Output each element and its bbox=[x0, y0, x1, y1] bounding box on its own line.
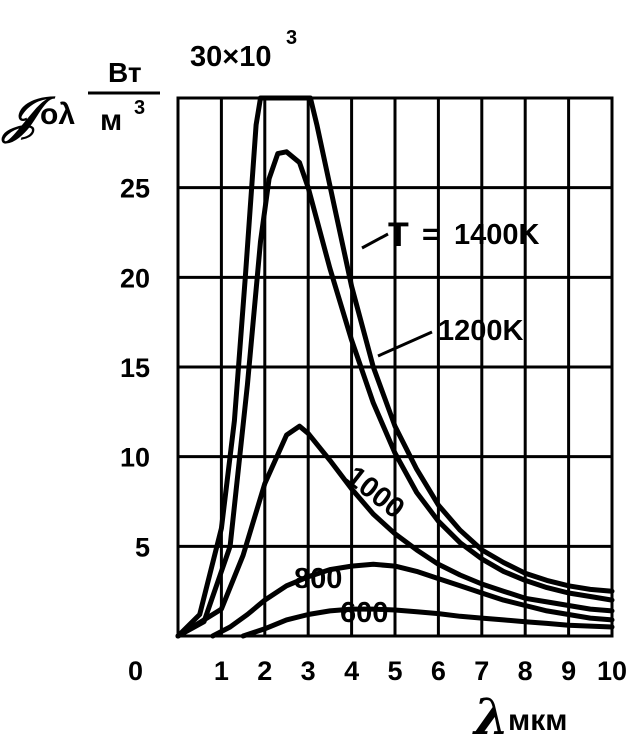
plot-frame bbox=[176, 96, 614, 638]
series-line-1200k bbox=[175, 149, 615, 639]
x-tick-6: 6 bbox=[431, 656, 446, 686]
x-tick-10: 10 bbox=[597, 656, 627, 686]
leader-1200k bbox=[377, 330, 433, 358]
series-line-800 bbox=[210, 561, 615, 639]
series-label-800: 800 bbox=[294, 563, 342, 595]
x-axis-unit: мкм bbox=[508, 704, 567, 737]
multiplier-exponent: 3 bbox=[286, 27, 297, 49]
x-tick-5: 5 bbox=[387, 656, 402, 686]
x-tick-9: 9 bbox=[561, 656, 576, 686]
y-tick-10: 10 bbox=[120, 443, 150, 473]
y-tick-5: 5 bbox=[135, 532, 150, 562]
y-tick-20: 20 bbox=[120, 263, 150, 293]
series-label-1400k: 1400K bbox=[454, 219, 540, 251]
series-label-1200k: 1200K bbox=[438, 315, 524, 347]
series-line-1000 bbox=[175, 423, 615, 639]
series-label-600: 600 bbox=[340, 597, 388, 629]
y-axis-unit-numerator: Вт bbox=[108, 57, 142, 88]
y-axis-unit-denominator: м bbox=[100, 104, 122, 137]
multiplier: 30×10 3 bbox=[190, 27, 297, 73]
x-tick-7: 7 bbox=[474, 656, 489, 686]
x-tick-1: 1 bbox=[214, 656, 229, 686]
x-tick-2: 2 bbox=[257, 656, 272, 686]
series-label-eq-1400k: = bbox=[422, 218, 440, 251]
y-axis-label: 𝒥 oλ Вт м 3 bbox=[1, 57, 160, 144]
y-tick-25: 25 bbox=[120, 174, 150, 204]
x-axis-symbol: λ bbox=[472, 687, 509, 740]
y-tick-15: 15 bbox=[120, 353, 150, 383]
origin-label: 0 bbox=[128, 656, 143, 686]
series-label-prefix-1400k: T bbox=[388, 216, 409, 254]
x-tick-8: 8 bbox=[518, 656, 533, 686]
leader-1400k bbox=[361, 232, 389, 250]
y-axis-unit-exponent: 3 bbox=[134, 97, 145, 119]
x-tick-labels: 1 2 3 4 5 6 7 8 9 10 bbox=[214, 656, 627, 686]
y-tick-labels: 5 10 15 20 25 bbox=[120, 174, 150, 563]
series-line-600 bbox=[240, 606, 615, 639]
curves bbox=[175, 95, 615, 639]
x-tick-3: 3 bbox=[301, 656, 316, 686]
x-axis-label: λ мкм bbox=[472, 687, 567, 740]
multiplier-text: 30×10 bbox=[190, 41, 271, 73]
x-tick-4: 4 bbox=[344, 656, 359, 686]
y-axis-subscript: oλ bbox=[40, 98, 75, 131]
series-line-1400k bbox=[175, 95, 615, 639]
